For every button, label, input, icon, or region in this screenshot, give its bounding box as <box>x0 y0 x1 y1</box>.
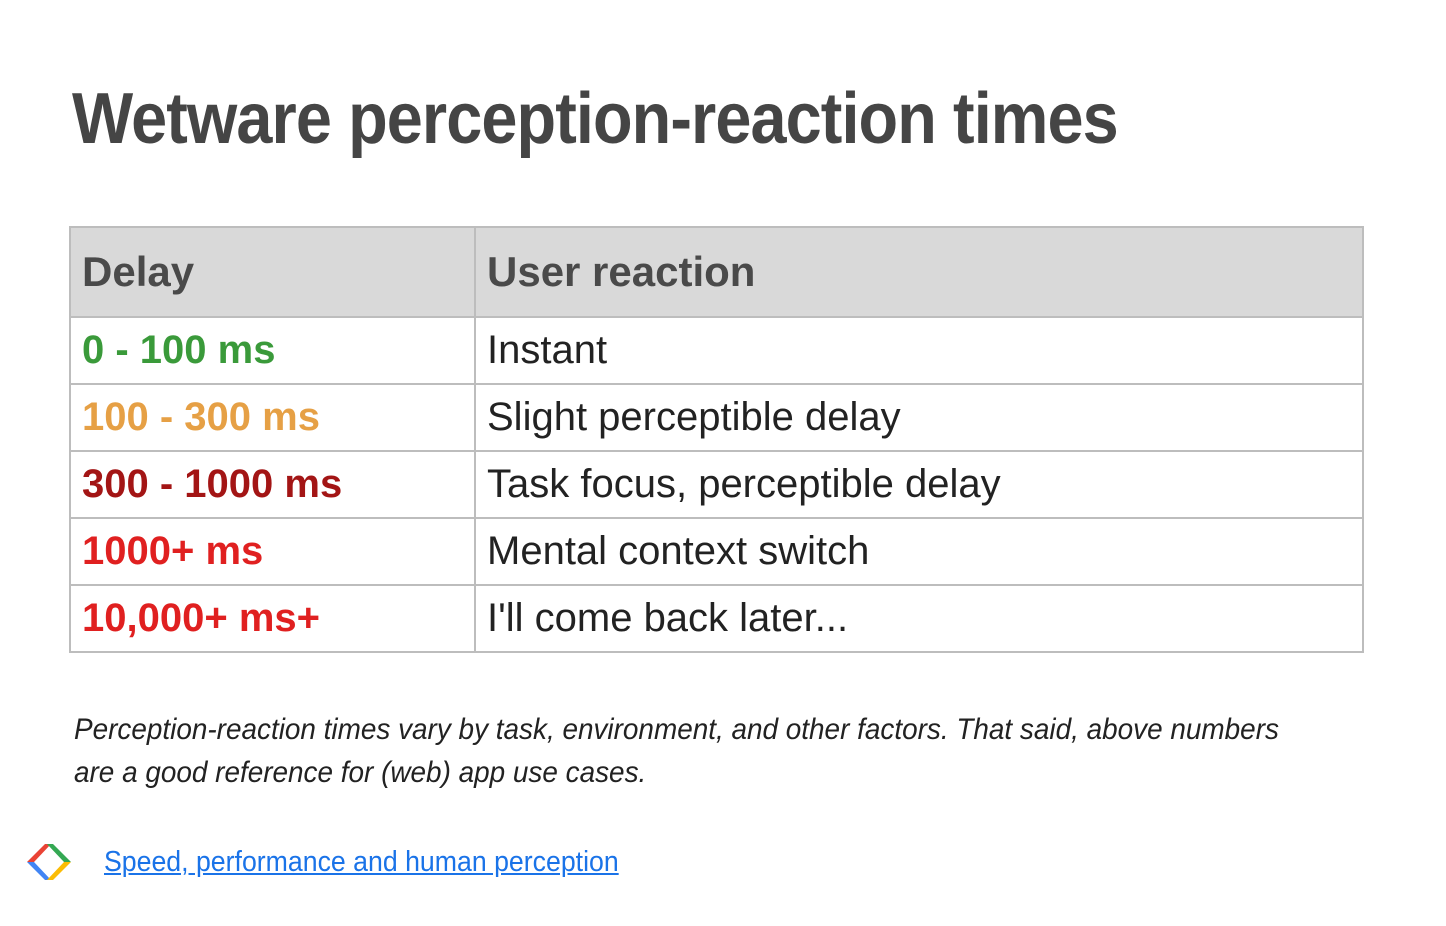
table-row: 1000+ ms Mental context switch <box>69 517 1364 586</box>
footnote: Perception-reaction times vary by task, … <box>74 713 1279 789</box>
delay-cell: 0 - 100 ms <box>69 316 476 385</box>
table-row: 10,000+ ms+ I'll come back later... <box>69 584 1364 653</box>
reaction-cell: I'll come back later... <box>474 584 1364 653</box>
table-row: 300 - 1000 ms Task focus, perceptible de… <box>69 450 1364 519</box>
reaction-cell: Slight perceptible delay <box>474 383 1364 452</box>
slide-title: Wetware perception-reaction times <box>72 79 1119 159</box>
speed-performance-link[interactable]: Speed, performance and human perception <box>104 845 619 878</box>
table-header-row: Delay User reaction <box>69 226 1364 318</box>
reaction-cell: Mental context switch <box>474 517 1364 586</box>
reaction-cell: Instant <box>474 316 1364 385</box>
table-row: 100 - 300 ms Slight perceptible delay <box>69 383 1364 452</box>
table-row: 0 - 100 ms Instant <box>69 316 1364 385</box>
delay-cell: 100 - 300 ms <box>69 383 476 452</box>
delay-cell: 10,000+ ms+ <box>69 584 476 653</box>
delay-column-header: Delay <box>69 226 476 318</box>
delay-table: Delay User reaction 0 - 100 ms Instant 1… <box>69 226 1364 653</box>
reaction-column-header: User reaction <box>474 226 1364 318</box>
google-developers-logo-icon <box>27 844 71 880</box>
footer: Speed, performance and human perception <box>25 840 663 884</box>
delay-cell: 300 - 1000 ms <box>69 450 476 519</box>
reaction-cell: Task focus, perceptible delay <box>474 450 1364 519</box>
delay-cell: 1000+ ms <box>69 517 476 586</box>
